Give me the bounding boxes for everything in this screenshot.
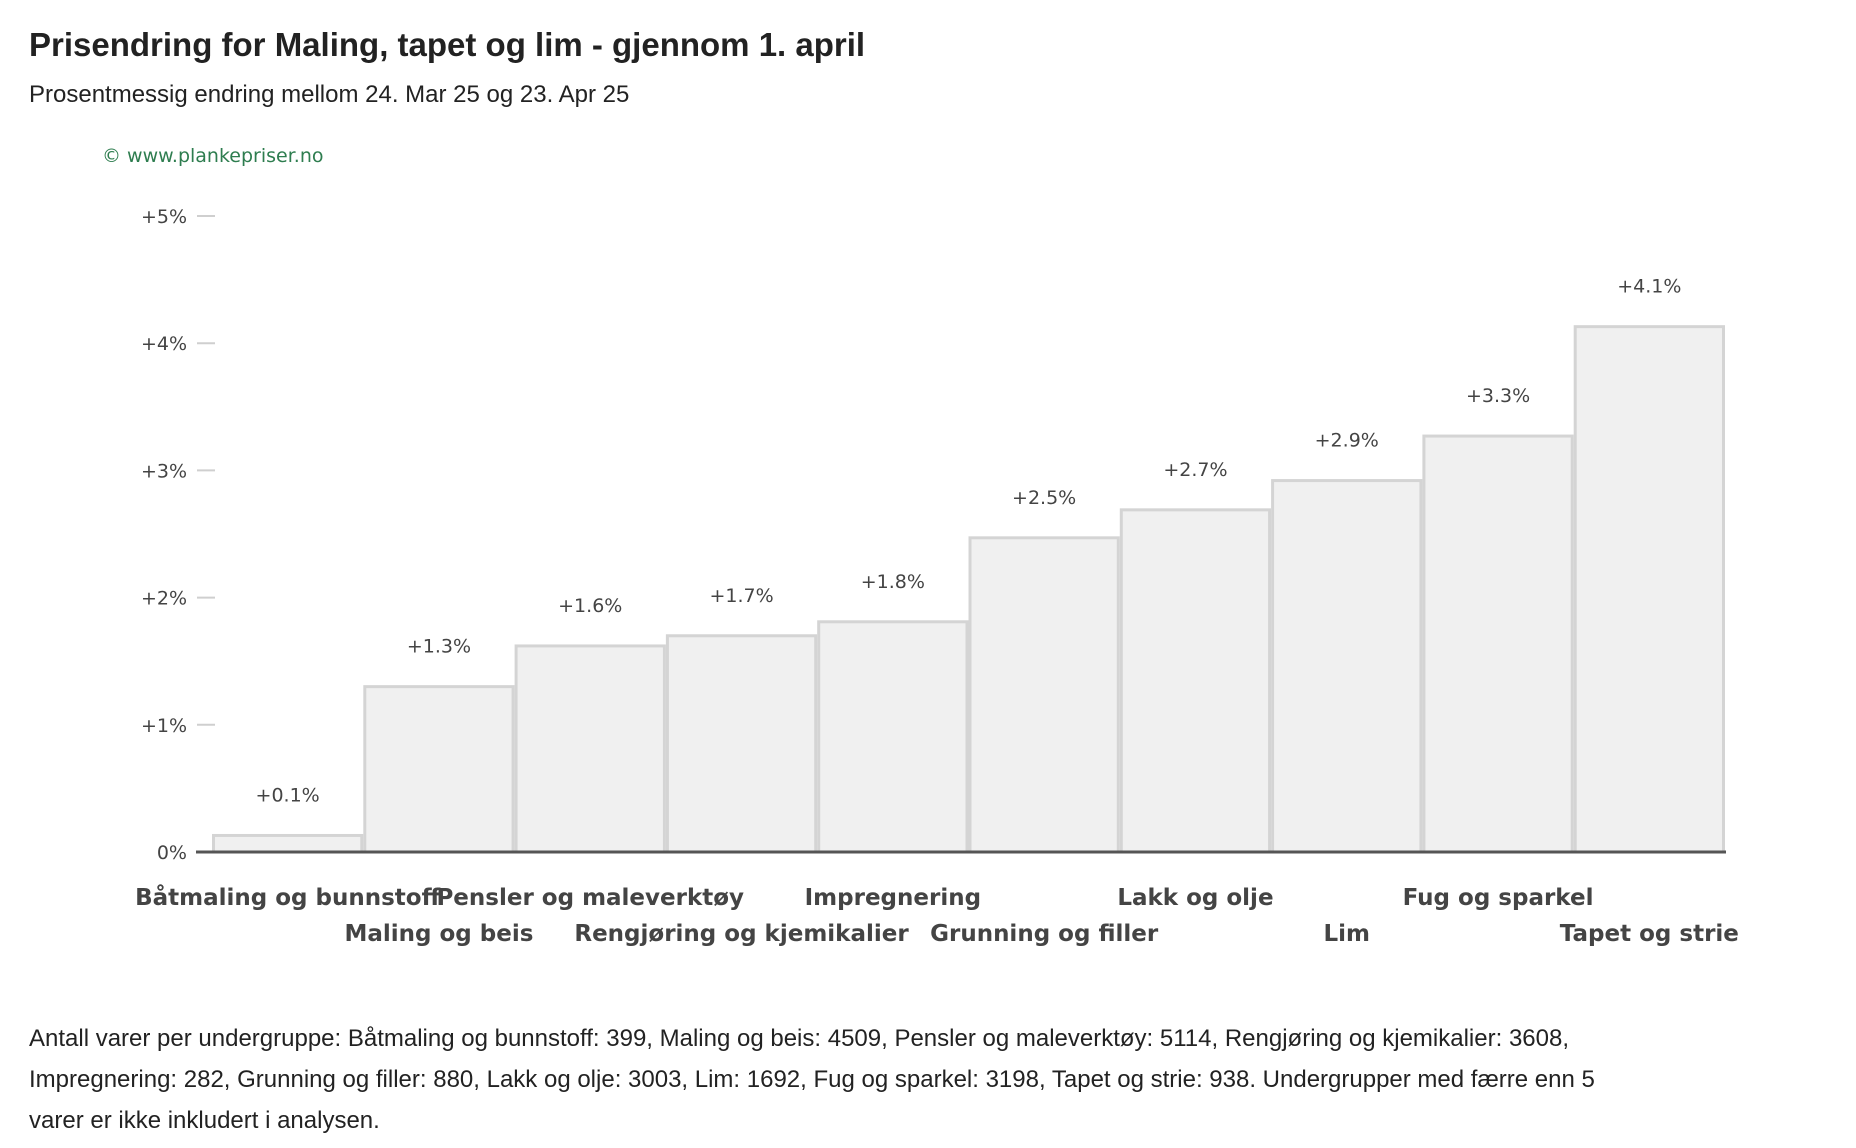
- value-label: +2.9%: [1315, 430, 1379, 452]
- bar[interactable]: [1119, 508, 1272, 854]
- bar[interactable]: [1573, 325, 1725, 854]
- y-tick-label: +5%: [141, 206, 187, 228]
- value-label: +1.3%: [407, 636, 471, 658]
- value-label: +2.7%: [1163, 459, 1227, 481]
- footnote: Antall varer per undergruppe: Båtmaling …: [29, 1025, 1595, 1134]
- bar[interactable]: [1271, 479, 1423, 854]
- value-label: +1.6%: [558, 595, 622, 617]
- bar[interactable]: [665, 634, 818, 854]
- bar[interactable]: [514, 644, 666, 854]
- category-label: Fug og sparkel: [1403, 885, 1594, 911]
- value-label: +2.5%: [1012, 487, 1076, 509]
- category-label: Lim: [1323, 921, 1370, 947]
- category-label: Grunning og filler: [930, 921, 1159, 947]
- bar-chart: © www.plankepriser.no 0%+1%+2%+3%+4%+5% …: [102, 145, 1739, 947]
- value-label: +1.7%: [709, 585, 773, 607]
- value-label: +4.1%: [1617, 276, 1681, 298]
- y-tick-label: 0%: [157, 842, 187, 864]
- value-label: +1.8%: [861, 571, 925, 593]
- bar[interactable]: [817, 620, 969, 854]
- category-label: Pensler og maleverktøy: [436, 885, 744, 911]
- category-label: Båtmaling og bunnstoff: [135, 884, 440, 911]
- bar[interactable]: [212, 833, 364, 854]
- y-tick-label: +3%: [141, 460, 187, 482]
- credit-text[interactable]: © www.plankepriser.no: [102, 145, 324, 167]
- y-tick-label: +2%: [141, 588, 187, 610]
- y-tick-label: +1%: [141, 715, 187, 737]
- bar[interactable]: [968, 536, 1120, 854]
- chart-title: Prisendring for Maling, tapet og lim - g…: [29, 26, 866, 63]
- bars-group: [212, 325, 1725, 854]
- bar[interactable]: [363, 685, 515, 854]
- value-labels-group: +0.1% +1.3% +1.6% +1.7% +1.8% +2.5% +2.7% +2.9%…: [256, 276, 1682, 807]
- category-label: Impregnering: [805, 885, 981, 911]
- bar[interactable]: [1422, 434, 1574, 854]
- category-labels-group: Båtmaling og bunnstoff Maling og beis Pens…: [135, 884, 1739, 947]
- category-label: Maling og beis: [344, 921, 533, 947]
- y-tick-label: +4%: [141, 333, 187, 355]
- chart-subtitle: Prosentmessig endring mellom 24. Mar 25 …: [29, 81, 630, 108]
- category-label: Lakk og olje: [1117, 885, 1273, 911]
- category-label: Tapet og strie: [1560, 921, 1739, 947]
- value-label: +0.1%: [256, 784, 320, 806]
- category-label: Rengjøring og kjemikalier: [574, 921, 909, 947]
- y-axis: 0% +1% +2% +3% +4% +5%: [141, 206, 215, 864]
- value-label: +3.3%: [1466, 385, 1530, 407]
